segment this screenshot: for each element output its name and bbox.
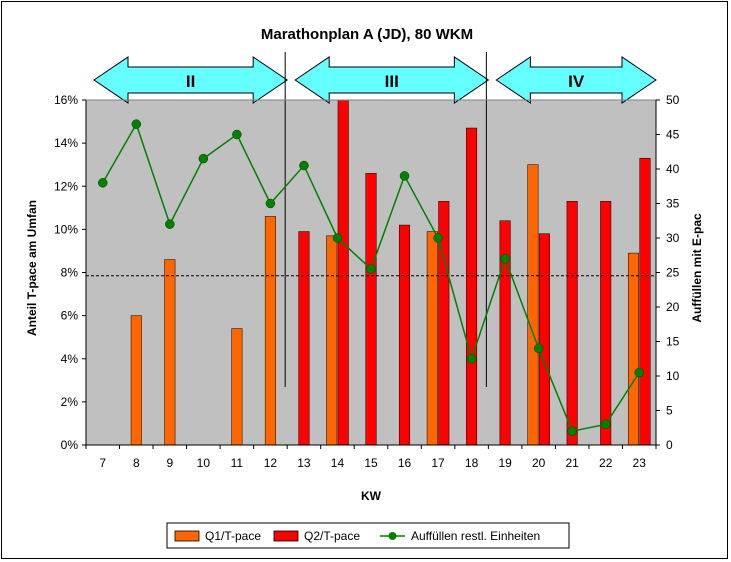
legend-swatch-q1 — [174, 530, 200, 542]
y-axis-label: Anteil T-pace am Umfan — [25, 200, 39, 336]
y-tick-label: 10% — [54, 222, 78, 236]
y2-tick-label: 25 — [666, 266, 680, 280]
bar-q1-kw-9 — [164, 259, 176, 446]
x-tick-label-kw-21: 21 — [565, 456, 579, 470]
bar-q1-kw-8 — [130, 315, 142, 446]
bar-q2-kw-16 — [399, 224, 411, 446]
x-tick-label-kw-9: 9 — [166, 456, 173, 470]
phase-label-III: III — [385, 72, 399, 91]
legend-label-line: Auffüllen restl. Einheiten — [411, 529, 540, 543]
y2-tick-label: 15 — [666, 335, 680, 349]
line-series — [98, 119, 644, 436]
y-tick-label: 8% — [61, 266, 79, 280]
line-point-kw-15 — [366, 264, 376, 274]
line-point-kw-9 — [165, 219, 175, 229]
line-point-kw-8 — [131, 119, 142, 129]
bar-q2-kw-15 — [365, 173, 377, 446]
y2-axis-label: Auffüllen mit E-pac — [690, 213, 704, 323]
x-tick-label-kw-15: 15 — [364, 456, 378, 470]
line-point-kw-10 — [198, 153, 209, 164]
phase-dividers — [284, 52, 487, 387]
y2-tick-label: 5 — [666, 404, 673, 418]
line-point-kw-7 — [98, 178, 108, 188]
bar-q2-kw-22 — [600, 201, 612, 446]
y-tick-label: 6% — [61, 309, 79, 323]
chart-title: Marathonplan A (JD), 80 WKM — [261, 26, 473, 43]
line-point-kw-22 — [600, 419, 611, 430]
x-tick-label-kw-10: 10 — [197, 456, 211, 470]
x-tick-label-kw-13: 13 — [297, 456, 311, 470]
line-point-kw-17 — [433, 233, 443, 243]
line-point-kw-12 — [265, 198, 276, 209]
legend-label-q2: Q2/T-pace — [304, 529, 360, 543]
y2-tick-label: 20 — [666, 300, 680, 314]
y2-tick-label: 35 — [666, 197, 680, 211]
line-point-kw-13 — [299, 160, 309, 171]
phase-label-IV: IV — [568, 72, 585, 91]
x-tick-label-kw-20: 20 — [532, 456, 546, 470]
line-point-kw-21 — [567, 426, 577, 436]
bar-q2-kw-18 — [466, 127, 478, 446]
bar-q2-kw-14 — [337, 99, 349, 446]
y2-tick-label: 30 — [666, 231, 680, 245]
line-point-kw-18 — [466, 354, 477, 364]
bars — [130, 99, 651, 446]
phase-label-II: II — [186, 72, 195, 91]
x-tick-label-kw-22: 22 — [599, 456, 613, 470]
legend-marker-line — [388, 532, 397, 540]
y-tick-label: 4% — [61, 352, 79, 366]
x-axis-label: KW — [361, 489, 382, 503]
bar-q1-kw-11 — [231, 328, 243, 446]
y-tick-label: 0% — [61, 438, 79, 452]
phase-arrow-IV — [495, 56, 657, 104]
line-point-kw-20 — [533, 343, 544, 354]
axes: 0% 2% 4% 6% 8% 10% 12% 14% 16% 0 5 10 15 20 25 30 35 40 45… — [54, 93, 680, 470]
x-tick-label-kw-12: 12 — [264, 456, 278, 470]
bar-q1-kw-17 — [426, 231, 438, 446]
y-tick-label: 12% — [54, 179, 78, 193]
phase-arrow-III — [294, 56, 490, 104]
line-point-kw-23 — [634, 367, 644, 378]
x-tick-label-kw-18: 18 — [465, 456, 479, 470]
x-tick-label-kw-8: 8 — [133, 456, 140, 470]
bar-q2-kw-23 — [639, 157, 651, 446]
y-tick-label: 14% — [54, 136, 78, 150]
legend-swatch-q2 — [273, 530, 299, 542]
phase-arrows: II III IV — [93, 56, 657, 104]
bar-q2-kw-21 — [566, 201, 578, 446]
bar-q1-kw-23 — [627, 252, 639, 446]
x-tick-label-kw-23: 23 — [633, 456, 647, 470]
bar-q2-kw-13 — [298, 231, 310, 446]
y2-tick-label: 40 — [666, 162, 680, 176]
phase-arrow-II — [93, 56, 289, 104]
x-tick-label-kw-16: 16 — [398, 456, 412, 470]
x-tick-label-kw-19: 19 — [498, 456, 512, 470]
y2-tick-label: 45 — [666, 128, 680, 142]
y2-tick-label: 50 — [666, 93, 680, 107]
line-point-kw-11 — [232, 129, 242, 140]
x-tick-label-kw-14: 14 — [331, 456, 345, 470]
line-point-kw-14 — [332, 233, 343, 243]
bar-q1-kw-20 — [527, 164, 539, 446]
y2-tick-label: 10 — [666, 369, 680, 383]
x-tick-label-kw-17: 17 — [431, 456, 445, 470]
legend-label-q1: Q1/T-pace — [205, 529, 261, 543]
y-tick-label: 2% — [61, 395, 79, 409]
bar-q2-kw-20 — [538, 233, 550, 446]
bar-q1-kw-14 — [326, 235, 338, 446]
legend: Q1/T-pace Q2/T-pace Auffüllen restl. Ein… — [166, 522, 570, 549]
x-tick-label-kw-11: 11 — [231, 456, 244, 470]
line-point-kw-19 — [500, 253, 510, 264]
line-point-kw-16 — [399, 171, 410, 181]
bar-q1-kw-12 — [264, 216, 276, 446]
y2-tick-label: 0 — [666, 438, 673, 452]
y-tick-label: 16% — [54, 93, 78, 107]
x-tick-label-kw-7: 7 — [99, 456, 106, 470]
